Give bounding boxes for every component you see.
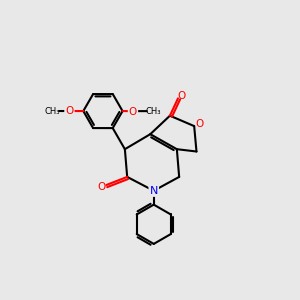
Text: O: O xyxy=(65,106,74,116)
Text: CH₃: CH₃ xyxy=(45,106,60,116)
Text: O: O xyxy=(98,182,106,192)
Text: O: O xyxy=(129,107,137,117)
Text: N: N xyxy=(150,186,158,196)
Text: O: O xyxy=(177,91,186,100)
Text: O: O xyxy=(195,119,203,129)
Text: CH₃: CH₃ xyxy=(146,106,161,116)
